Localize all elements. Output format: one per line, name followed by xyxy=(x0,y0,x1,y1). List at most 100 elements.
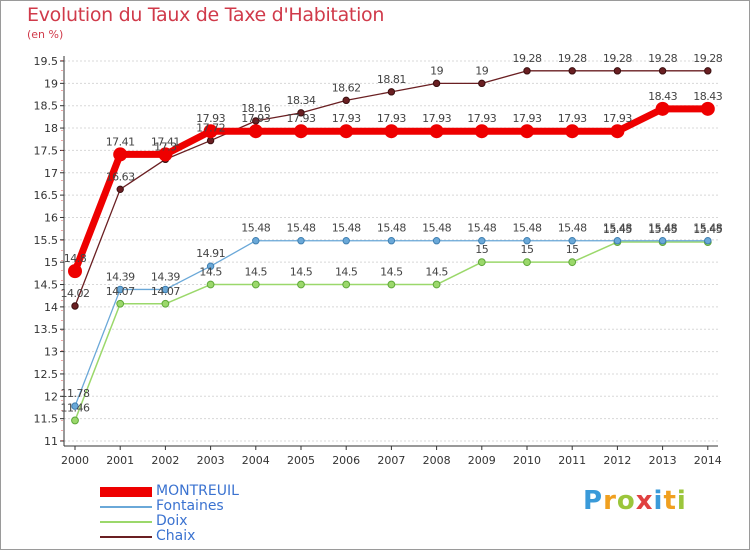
data-label-fontaines: 11.78 xyxy=(61,387,90,400)
data-point-montreuil xyxy=(700,101,715,116)
data-point-montreuil xyxy=(294,124,308,139)
data-label-doix: 14.07 xyxy=(151,285,180,298)
x-tick-label: 2005 xyxy=(287,454,315,467)
data-point-montreuil xyxy=(203,124,218,139)
y-tick-label: 11.5 xyxy=(34,413,59,426)
x-tick-label: 2000 xyxy=(61,454,89,467)
data-point-montreuil xyxy=(248,124,263,139)
legend-swatch-chaix xyxy=(100,536,152,538)
data-point-chaix xyxy=(658,67,667,75)
data-point-fontaines xyxy=(161,285,170,294)
y-tick-label: 12.5 xyxy=(34,368,59,381)
data-point-doix xyxy=(297,280,305,289)
data-label-fontaines: 15.48 xyxy=(467,222,496,235)
data-label-chaix: 19.28 xyxy=(603,52,632,65)
data-point-montreuil xyxy=(429,124,444,139)
data-label-doix: 14.5 xyxy=(425,266,448,279)
data-label-montreuil: 17.93 xyxy=(422,112,451,125)
x-tick-label: 2013 xyxy=(649,454,677,467)
data-label-montreuil: 17.93 xyxy=(196,112,225,125)
data-label-chaix: 17.3 xyxy=(154,140,177,153)
legend-swatch-doix xyxy=(100,521,152,523)
y-tick-label: 13 xyxy=(44,346,58,359)
y-tick-label: 17 xyxy=(44,167,58,180)
y-tick-label: 19 xyxy=(44,77,58,90)
y-tick-label: 16 xyxy=(44,211,58,224)
logo-letter: x xyxy=(635,486,654,516)
logo-letter: r xyxy=(603,486,617,516)
data-label-fontaines: 15.48 xyxy=(648,222,677,235)
data-point-doix xyxy=(116,299,125,308)
data-label-fontaines: 15.48 xyxy=(422,222,451,235)
x-tick-label: 2007 xyxy=(377,454,405,467)
data-label-doix: 14.07 xyxy=(106,285,135,298)
data-point-montreuil xyxy=(339,124,354,139)
data-point-doix xyxy=(432,280,441,289)
data-point-doix xyxy=(477,258,486,267)
data-point-chaix xyxy=(568,67,576,75)
data-point-doix xyxy=(568,258,577,267)
data-label-doix: 14.5 xyxy=(199,266,222,279)
data-label-fontaines: 15.48 xyxy=(241,222,270,235)
data-label-fontaines: 14.91 xyxy=(196,247,225,260)
data-label-doix: 15.45 xyxy=(693,223,722,236)
data-label-doix: 11.46 xyxy=(61,401,90,414)
data-point-fontaines xyxy=(71,402,79,410)
y-tick-label: 15 xyxy=(44,256,58,269)
data-label-doix: 15 xyxy=(566,243,579,256)
data-point-fontaines xyxy=(252,237,260,245)
data-label-chaix: 14.02 xyxy=(61,287,90,300)
data-label-montreuil: 17.93 xyxy=(467,112,496,125)
data-point-fontaines xyxy=(568,237,576,245)
chart-title: Evolution du Taux de Taxe d'Habitation xyxy=(27,4,385,26)
legend-label-montreuil: MONTREUIL xyxy=(156,483,239,499)
data-label-fontaines: 14.39 xyxy=(106,270,135,283)
data-label-fontaines: 14.39 xyxy=(151,270,180,283)
data-label-chaix: 19 xyxy=(475,64,488,77)
data-point-chaix xyxy=(432,79,441,88)
data-point-montreuil xyxy=(384,124,399,139)
data-point-chaix xyxy=(613,67,622,75)
data-label-chaix: 18.34 xyxy=(287,94,316,107)
data-label-montreuil: 17.93 xyxy=(241,112,270,125)
data-label-montreuil: 14.8 xyxy=(64,252,87,265)
x-tick-label: 2004 xyxy=(242,454,270,467)
x-tick-label: 2011 xyxy=(558,454,586,467)
x-tick-label: 2014 xyxy=(694,454,722,467)
data-point-fontaines xyxy=(523,237,531,245)
x-tick-label: 2002 xyxy=(151,454,179,467)
data-point-fontaines xyxy=(342,237,350,245)
data-point-chaix xyxy=(252,117,260,125)
y-tick-label: 13.5 xyxy=(34,323,59,336)
data-point-chaix xyxy=(704,67,712,75)
data-point-fontaines xyxy=(658,237,667,245)
logo-letter: i xyxy=(653,486,664,516)
proxiti-logo[interactable]: Proxiti xyxy=(583,486,687,516)
logo-letter: o xyxy=(616,486,636,516)
data-label-fontaines: 15.48 xyxy=(693,222,722,235)
x-tick-label: 2006 xyxy=(332,454,360,467)
y-tick-label: 14 xyxy=(44,301,58,314)
y-tick-label: 16.5 xyxy=(34,189,59,202)
data-label-fontaines: 15.48 xyxy=(377,222,406,235)
data-point-montreuil xyxy=(655,101,670,116)
data-label-chaix: 18.81 xyxy=(377,73,406,86)
data-label-fontaines: 15.48 xyxy=(287,222,316,235)
x-tick-label: 2012 xyxy=(603,454,631,467)
y-tick-label: 18.5 xyxy=(34,100,59,113)
data-point-montreuil xyxy=(68,264,82,279)
y-tick-label: 17.5 xyxy=(34,144,59,157)
data-point-chaix xyxy=(297,109,305,117)
data-label-fontaines: 15.48 xyxy=(603,222,632,235)
x-tick-label: 2009 xyxy=(468,454,496,467)
logo-letter: t xyxy=(663,486,677,516)
data-point-montreuil xyxy=(520,124,534,139)
data-label-montreuil: 17.93 xyxy=(332,112,361,125)
x-tick-label: 2010 xyxy=(513,454,541,467)
data-point-fontaines xyxy=(387,237,396,245)
y-tick-label: 11 xyxy=(44,435,58,448)
data-point-fontaines xyxy=(478,237,486,245)
data-point-chaix xyxy=(387,88,396,96)
legend-swatch-fontaines xyxy=(100,506,152,508)
